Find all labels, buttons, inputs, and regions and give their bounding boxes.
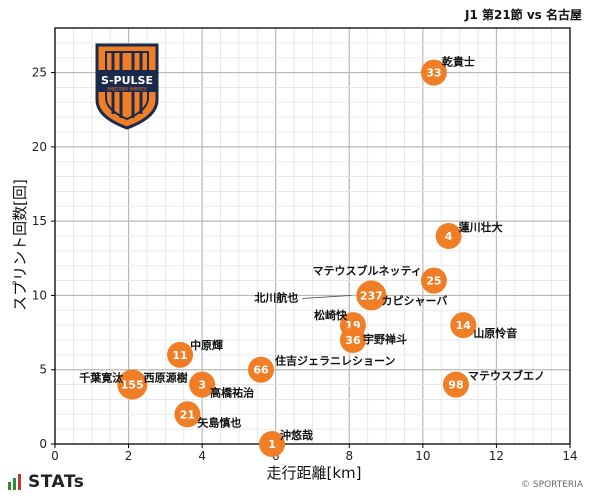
player-name-label: 北川航也 [254, 290, 298, 304]
player-number-label: 36 [345, 334, 361, 347]
x-axis-title: 走行距離[km] [266, 464, 361, 482]
x-tick-label: 8 [345, 449, 353, 463]
chart-title: J1 第21節 vs 名古屋 [464, 7, 582, 22]
y-tick-label: 15 [32, 214, 47, 228]
player-marker [339, 327, 366, 353]
team-logo: S-PULSE SHIZUOKA SHIMIZU [95, 43, 159, 130]
player-marker [117, 369, 148, 400]
player-number-label: 1 [268, 438, 276, 451]
player-marker [356, 280, 387, 311]
x-tick-label: 12 [489, 449, 504, 463]
player-marker [420, 267, 447, 294]
y-axis-title: スプリント回数[回] [11, 179, 29, 311]
player-number-label: 155 [121, 379, 144, 392]
player-number-label: 98 [448, 379, 463, 392]
player-number-label: 237 [360, 289, 383, 302]
player-number-label: 21 [180, 408, 195, 421]
copyright-text: © SPORTERIA [521, 480, 583, 490]
player-marker [259, 431, 286, 457]
player-name-label: マテウスブエノ [468, 369, 545, 383]
player-marker [167, 341, 194, 368]
player-number-label: 11 [172, 349, 187, 362]
player-number-label: 25 [426, 275, 441, 288]
x-tick-label: 14 [562, 449, 577, 463]
player-marker [450, 312, 477, 339]
player-marker [189, 371, 216, 398]
player-name-label: カピシャーバ [382, 294, 448, 307]
player-name-label: 高橋祐治 [210, 386, 254, 400]
logo-text-main: S-PULSE [101, 74, 153, 87]
axis-layer: 024681012140510152025 [32, 27, 578, 463]
player-name-label: 中原輝 [190, 338, 223, 352]
player-marker [442, 371, 469, 398]
x-tick-label: 10 [415, 449, 430, 463]
player-marker [174, 401, 201, 428]
player-name-label: 山原怜音 [473, 326, 517, 340]
player-number-label: 4 [445, 230, 453, 243]
logo-text-sub: SHIZUOKA SHIMIZU [107, 87, 146, 92]
player-marker [420, 59, 447, 86]
y-tick-label: 5 [39, 363, 47, 377]
footer-brand: STATs [8, 472, 84, 492]
y-tick-label: 0 [39, 437, 47, 451]
y-tick-label: 20 [32, 140, 47, 154]
player-name-label: 矢島慎也 [197, 415, 241, 429]
player-name-label: マテウスブルネッティ [313, 264, 422, 278]
x-tick-label: 4 [198, 449, 206, 463]
player-marker [248, 356, 274, 383]
player-name-label: 住吉ジェラニレショーン [275, 354, 395, 368]
brand-name: STATs [28, 472, 85, 492]
player-name-label: 西原源樹 [144, 371, 188, 385]
label-leader-line [302, 294, 352, 299]
y-tick-label: 25 [32, 66, 47, 80]
player-number-label: 14 [456, 319, 472, 332]
plot-frame [54, 27, 571, 445]
player-marker [435, 223, 462, 249]
player-name-label: 沖悠哉 [280, 428, 313, 442]
x-tick-label: 0 [51, 449, 59, 463]
player-number-label: 66 [253, 364, 269, 377]
player-name-label: 松崎快 [314, 308, 348, 322]
y-tick-label: 10 [32, 288, 47, 302]
player-number-label: 3 [198, 379, 206, 392]
x-tick-label: 2 [125, 449, 133, 463]
stats-bars-icon [8, 474, 21, 490]
player-name-label: 乾貴士 [442, 55, 475, 69]
player-name-label: 蓮川壮大 [459, 220, 503, 234]
player-name-label: 宇野禅斗 [363, 332, 407, 346]
player-name-label: 千葉寛汰 [79, 371, 124, 385]
player-number-label: 33 [426, 67, 441, 80]
